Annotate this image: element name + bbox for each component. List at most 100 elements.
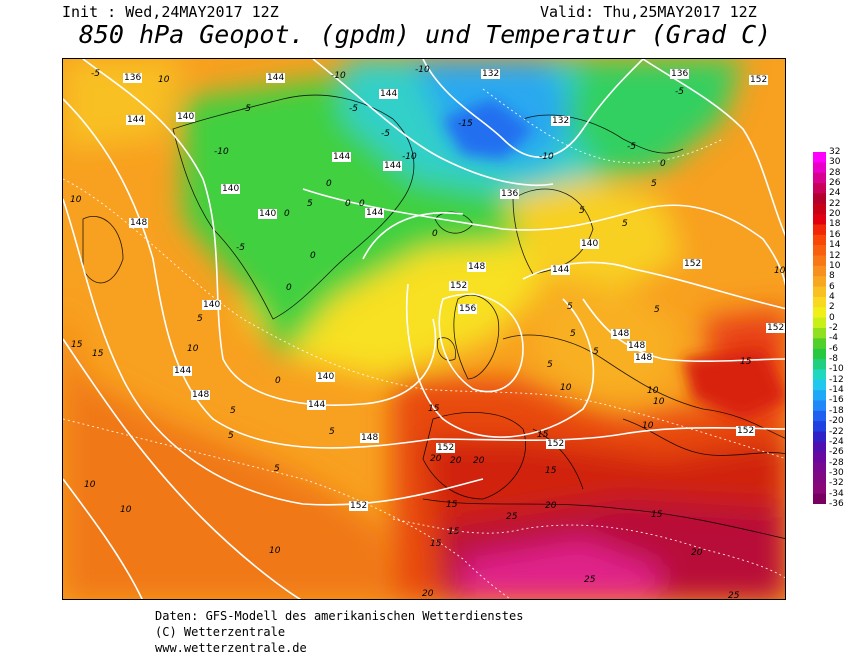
color-scale-swatch: [813, 245, 826, 257]
temperature-label: 25: [506, 512, 518, 522]
temperature-label: -10: [331, 71, 346, 81]
color-scale-tick-label: -32: [829, 478, 844, 489]
geopotential-label: 152: [749, 75, 769, 85]
color-scale-tick-label: -26: [829, 447, 844, 458]
color-scale-swatch: [813, 452, 826, 464]
color-scale-tick-label: 6: [829, 281, 835, 292]
temperature-label: 20: [422, 589, 434, 599]
color-scale-swatch: [813, 379, 826, 391]
color-scale-tick-label: -30: [829, 467, 844, 478]
weather-map: 136 144 132 136 152 140 144 144 132 144 144 140 140 1…: [62, 58, 786, 600]
geopotential-label: 136: [670, 69, 690, 79]
geopotential-label: 152: [766, 323, 785, 333]
color-scale-swatch: [813, 183, 826, 194]
temperature-label: 20: [450, 456, 462, 466]
color-scale-swatch: [813, 441, 826, 453]
color-scale-swatch: [813, 255, 826, 267]
geopotential-label: 148: [634, 353, 654, 363]
color-scale-swatch: [813, 214, 826, 225]
color-scale-swatch: [813, 462, 826, 474]
temperature-label: -10: [539, 152, 554, 162]
geopotential-label: 152: [736, 426, 756, 436]
geopotential-label: 140: [258, 209, 278, 219]
color-scale-tick-label: 0: [829, 312, 835, 323]
color-scale-swatch: [813, 162, 826, 174]
color-scale-tick-label: -16: [829, 395, 844, 406]
temperature-label: 10: [120, 505, 132, 515]
temperature-label: 20: [430, 454, 442, 464]
temperature-label: 10: [647, 386, 659, 396]
temperature-label: 0: [345, 199, 351, 209]
color-scale-tick-label: -2: [829, 323, 838, 333]
color-scale-swatch: [813, 359, 826, 370]
color-scale-tick-label: 28: [829, 167, 841, 178]
geopotential-label: 148: [627, 341, 647, 351]
chart-title: 850 hPa Geopot. (gpdm) und Temperatur (G…: [78, 20, 772, 49]
footer-website-link[interactable]: www.wetterzentrale.de: [155, 641, 307, 655]
temperature-label: 25: [728, 591, 740, 600]
color-scale-swatch: [813, 203, 826, 215]
temperature-label: 10: [560, 383, 572, 393]
temperature-label: 15: [537, 430, 549, 440]
color-scale-swatch: [813, 410, 826, 422]
geopotential-label: 144: [266, 73, 286, 83]
color-scale-tick-label: -34: [829, 488, 844, 499]
temperature-label: 5: [593, 347, 599, 357]
color-scale-tick-label: -24: [829, 436, 844, 447]
color-scale-tick-label: -18: [829, 405, 844, 416]
color-scale-tick-label: 4: [829, 291, 835, 302]
color-scale-swatch: [813, 483, 826, 495]
color-scale-swatch: [813, 369, 826, 381]
temperature-label: 0: [660, 159, 666, 169]
color-scale-tick-label: -10: [829, 364, 844, 375]
color-scale-tick-label: 12: [829, 250, 841, 261]
color-scale-swatch: [813, 431, 826, 443]
color-scale-tick-label: 14: [829, 240, 841, 251]
temperature-label: 20: [473, 456, 485, 466]
geopotential-label: 140: [580, 239, 600, 249]
color-scale-tick-label: -22: [829, 426, 844, 437]
color-scale-swatch: [813, 224, 826, 236]
color-scale-swatch: [813, 307, 826, 319]
geopotential-label: 148: [191, 390, 211, 400]
footer-data-source: Daten: GFS-Modell des amerikanischen Wet…: [155, 609, 524, 623]
geopotential-label: 152: [546, 439, 566, 449]
color-scale-swatch: [813, 328, 826, 339]
temperature-label: 5: [197, 314, 203, 324]
color-scale-tick-label: 10: [829, 260, 841, 271]
color-scale-swatch: [813, 172, 826, 184]
temperature-label: 10: [84, 480, 96, 490]
geopotential-label: 144: [383, 161, 403, 171]
geopotential-label: 144: [332, 152, 352, 162]
temperature-label: 0: [359, 199, 365, 209]
temperature-label: 5: [567, 302, 573, 312]
geopotential-label: 136: [123, 73, 143, 83]
init-time: Init : Wed,24MAY2017 12Z: [62, 3, 279, 21]
color-scale-swatch: [813, 265, 826, 277]
footer-copyright: (C) Wetterzentrale: [155, 625, 286, 639]
geopotential-label: 152: [436, 443, 456, 453]
temperature-label: 10: [70, 195, 82, 205]
color-scale-tick-label: -36: [829, 499, 844, 509]
temperature-field: [63, 59, 785, 599]
color-scale-tick-label: 18: [829, 219, 841, 230]
color-scale-bar: [813, 152, 826, 505]
geopotential-label: 136: [500, 189, 520, 199]
color-scale-tick-label: -8: [829, 354, 838, 365]
color-scale-swatch: [813, 152, 826, 163]
temperature-label: -5: [675, 87, 684, 97]
temperature-label: -5: [627, 142, 636, 152]
color-scale-swatch: [813, 493, 826, 505]
geopotential-label: 140: [176, 112, 196, 122]
temperature-label: 15: [92, 349, 104, 359]
temperature-label: 15: [545, 466, 557, 476]
color-scale-tick-label: -20: [829, 416, 844, 427]
temperature-label: 15: [428, 404, 440, 414]
temperature-label: -5: [236, 243, 245, 253]
temperature-label: 15: [430, 539, 442, 549]
color-scale-tick-label: 22: [829, 198, 841, 209]
geopotential-label: 148: [611, 329, 631, 339]
geopotential-label: 148: [129, 218, 149, 228]
color-scale-swatch: [813, 348, 826, 360]
temperature-label: -15: [458, 119, 473, 129]
